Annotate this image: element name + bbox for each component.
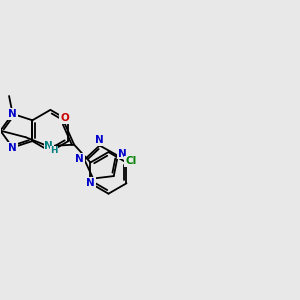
Text: N: N [118,148,127,158]
Text: N: N [86,178,95,188]
Text: H: H [50,146,58,155]
Text: N: N [75,154,84,164]
Text: Cl: Cl [125,156,136,167]
Text: N: N [8,109,17,119]
Text: N: N [8,142,17,152]
Text: N: N [44,141,53,151]
Text: N: N [95,136,103,146]
Text: O: O [60,113,69,123]
